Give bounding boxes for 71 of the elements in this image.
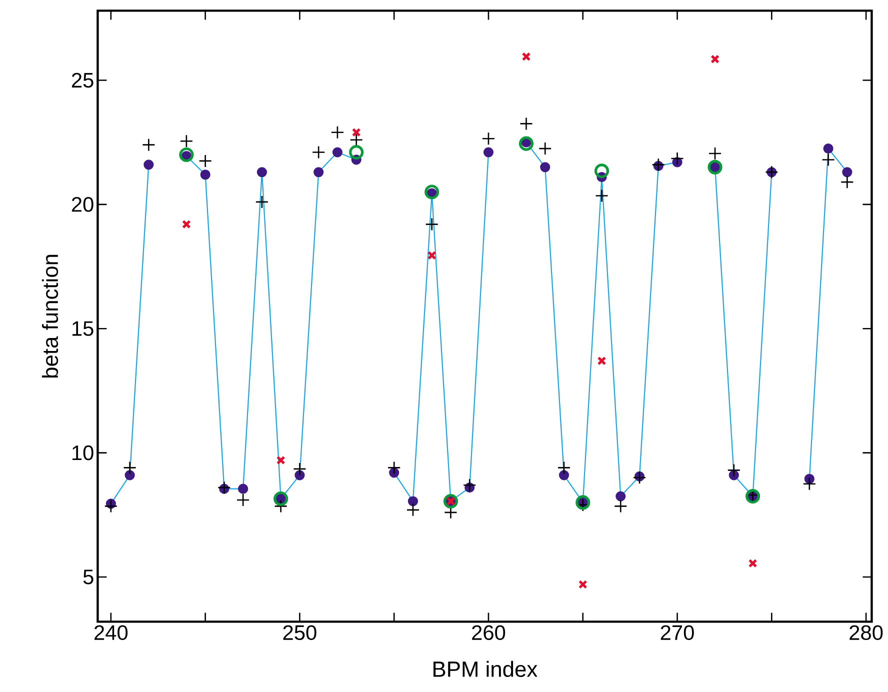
point [557,461,571,474]
point [670,152,684,166]
point [406,503,420,517]
point [144,160,154,170]
y-tick-label: 25 [72,72,94,88]
point [349,144,364,160]
point [578,580,588,589]
point [538,142,552,156]
point [595,189,608,202]
point [312,146,326,159]
x-tick-label: 240 [94,625,128,640]
point [218,480,231,494]
point [408,496,418,506]
point [558,470,570,480]
point [198,154,212,168]
point [727,464,741,477]
point [748,558,758,568]
point [350,133,363,146]
point [614,500,628,513]
point [255,195,269,209]
y-axis-title: beta function [42,254,58,378]
point [276,456,286,465]
point [594,164,610,178]
point [142,138,156,152]
y-tick-label: 20 [72,197,94,212]
point [238,484,248,494]
point [387,461,401,474]
point [597,356,606,366]
x-tick-label: 270 [660,625,694,640]
point [540,162,550,172]
point [708,146,722,160]
point [332,147,343,158]
point [124,470,135,480]
point [425,218,438,231]
point [522,52,531,62]
point [352,128,361,137]
point [424,184,440,200]
point [482,132,496,146]
point [520,117,533,130]
point [462,478,476,492]
y-tick-label: 5 [83,570,94,584]
point [314,167,324,178]
point [104,500,118,513]
point [710,54,720,64]
point [840,175,854,189]
point [330,126,344,140]
point [179,147,194,162]
point [616,491,626,502]
y-tick-label: 10 [72,445,94,460]
point [802,477,816,490]
point [483,147,494,158]
point [256,167,267,178]
point [632,470,646,484]
point [274,500,288,513]
point [180,134,194,148]
point [123,461,136,474]
point [236,493,250,507]
x-tick-label: 250 [283,625,316,640]
x-axis-title: BPM index [434,660,538,677]
point [822,153,835,166]
point [652,158,666,172]
point [293,462,306,476]
point [427,250,436,260]
point [842,167,852,178]
point [182,220,191,229]
point [823,143,834,154]
x-tick-label: 280 [850,625,883,640]
y-tick-label: 15 [72,321,94,336]
x-tick-label: 260 [472,625,506,640]
point [200,170,210,180]
point [518,136,534,151]
